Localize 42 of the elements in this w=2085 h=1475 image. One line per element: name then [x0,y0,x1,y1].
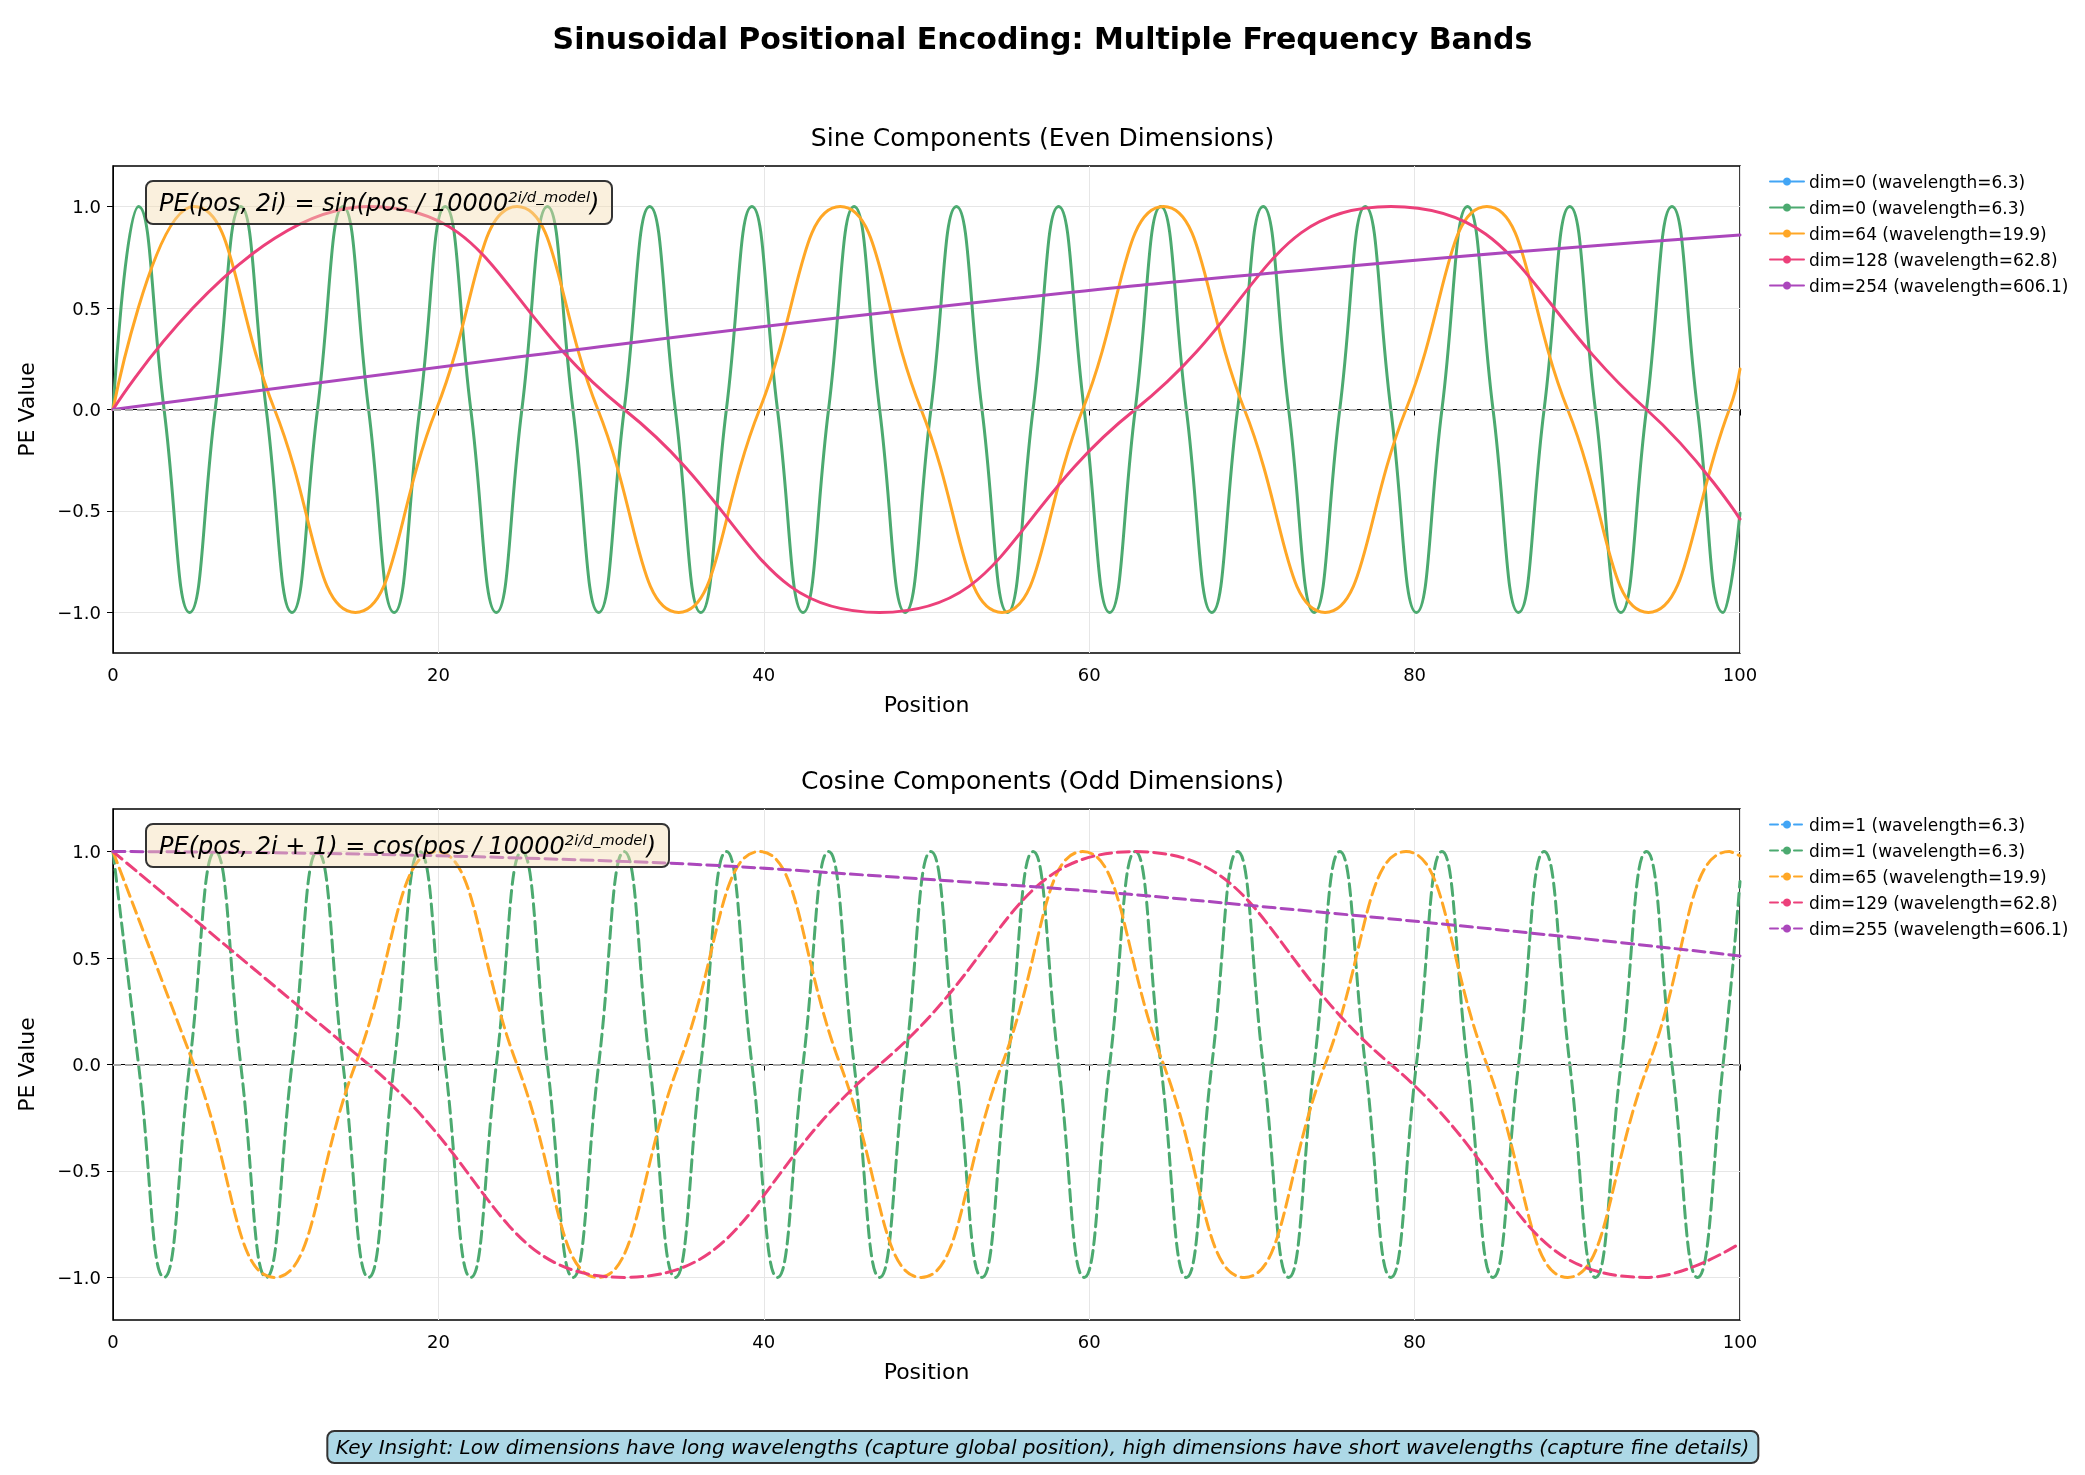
x-tick-label: 100 [1722,1330,1758,1352]
x-tick-label: 20 [426,663,450,685]
legend-label: dim=1 (wavelength=6.3) [1809,840,2026,861]
x-tick-label: 60 [1077,1330,1101,1352]
x-tick-label: 100 [1722,663,1758,685]
legend-label: dim=1 (wavelength=6.3) [1809,814,2026,835]
y-tick-label: 0.0 [72,399,101,420]
x-axis-title: Position [883,691,970,717]
legend-label: dim=0 (wavelength=6.3) [1809,197,2026,218]
x-tick-label: 40 [752,1330,776,1352]
chart-subtitle: Sine Components (Even Dimensions) [810,123,1275,152]
y-tick-label: 0.5 [72,297,101,319]
legend-label: dim=0 (wavelength=6.3) [1809,171,2026,192]
legend-label: dim=255 (wavelength=606.1) [1809,918,2069,939]
y-tick-label: −1.0 [57,1266,101,1288]
chart-title: Cosine Components (Odd Dimensions) [801,766,1284,795]
y-tick-label: −0.5 [57,1160,101,1182]
x-tick-label: 0 [107,663,119,685]
x-tick-label: 40 [752,663,776,685]
legend-label: dim=64 (wavelength=19.9) [1809,223,2047,244]
y-tick-label: 0.5 [72,947,101,969]
x-tick-label: 0 [107,1330,119,1352]
y-tick-label: −1.0 [57,601,101,623]
y-axis-title: PE Value [13,362,39,457]
y-tick-label: 1.0 [72,841,101,863]
x-tick-label: 80 [1403,663,1427,685]
x-tick-label: 20 [426,1330,450,1352]
legend-label: dim=254 (wavelength=606.1) [1809,275,2069,296]
annotation: PE(pos, 2i) = sin(pos / 10000$^{2i/d_model}$) [145,180,614,225]
legend-label: dim=65 (wavelength=19.9) [1809,866,2047,887]
annotation: PE(pos, 2i + 1) = cos(pos / 10000$^{2i/d_model}$) [145,823,671,868]
legend-label: dim=128 (wavelength=62.8) [1809,249,2058,270]
y-tick-label: 0.0 [72,1054,101,1075]
y-tick-label: −0.5 [57,500,101,522]
x-tick-label: 80 [1403,1330,1427,1352]
y-tick-label: 1.0 [72,196,101,218]
text: Key Insight: Low dimensions have long wavelengths (capture global position), high dimensions have short wavelengths (capture fine details) [325,1430,1760,1464]
x-tick-label: 60 [1077,663,1101,685]
y-axis-title: PE Value [13,1017,39,1112]
legend-label: dim=129 (wavelength=62.8) [1809,892,2058,913]
chart-title: Sinusoidal Positional Encoding: Multiple Frequency Bands [552,20,1533,56]
x-axis-title: Position [883,1358,970,1384]
